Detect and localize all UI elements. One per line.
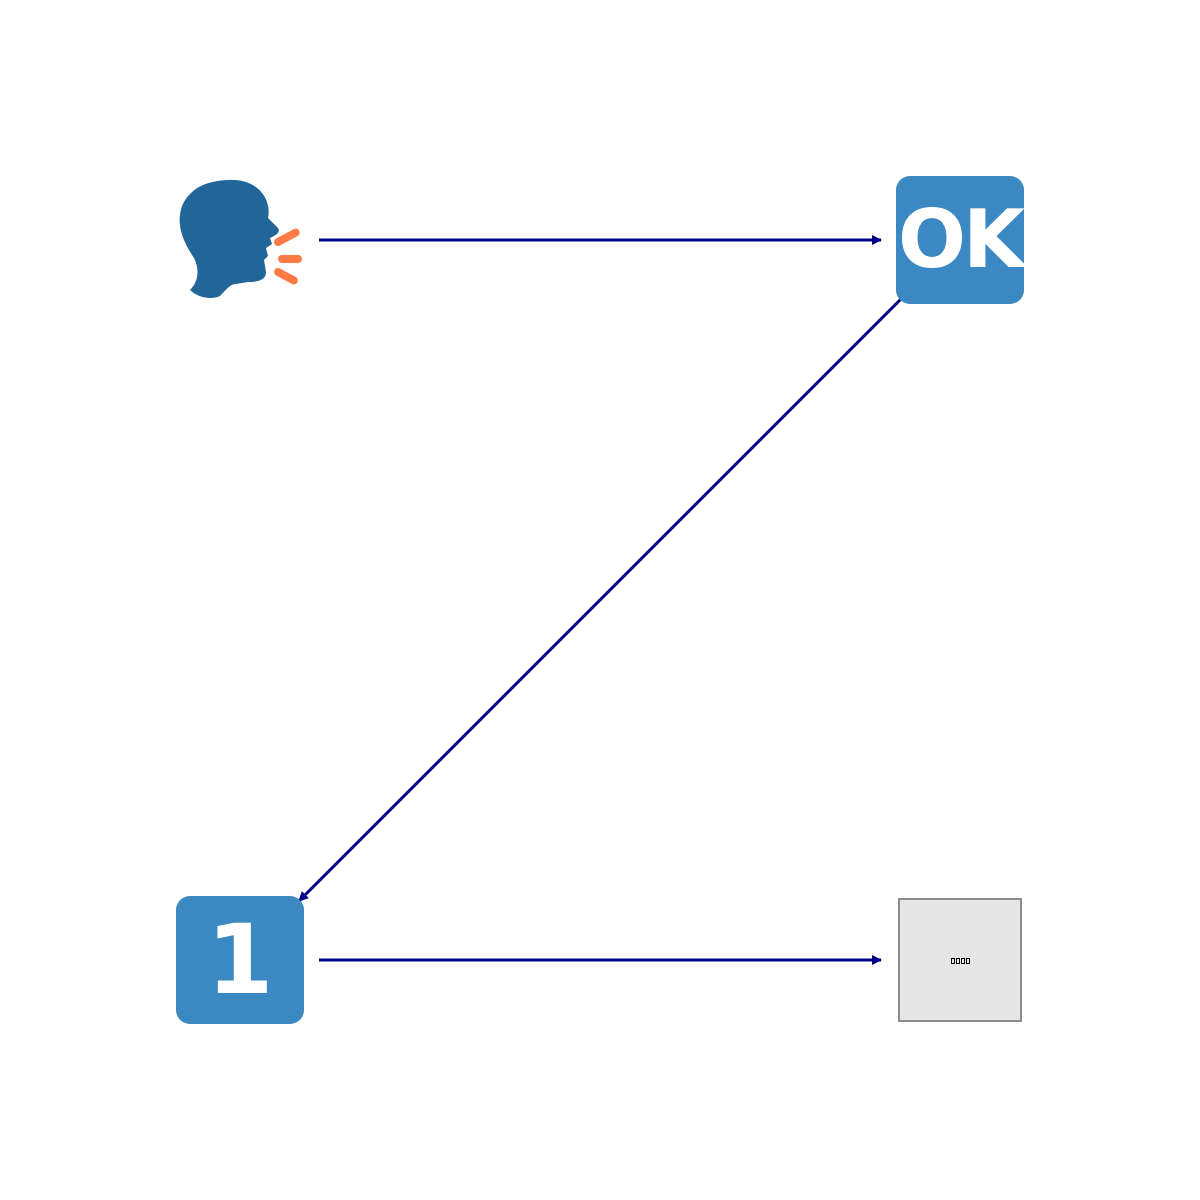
- placeholder-node: [898, 898, 1022, 1022]
- ok-label: OK: [898, 193, 1025, 286]
- keycap-one-node: 1: [176, 896, 304, 1024]
- edge-ok-to-one: [297, 297, 903, 903]
- one-label: 1: [206, 904, 274, 1016]
- speaking-head-node: [176, 176, 304, 304]
- ok-button-node: OK: [896, 176, 1025, 304]
- missing-glyph-icon: [950, 951, 970, 969]
- speaking-head-icon: [179, 179, 302, 298]
